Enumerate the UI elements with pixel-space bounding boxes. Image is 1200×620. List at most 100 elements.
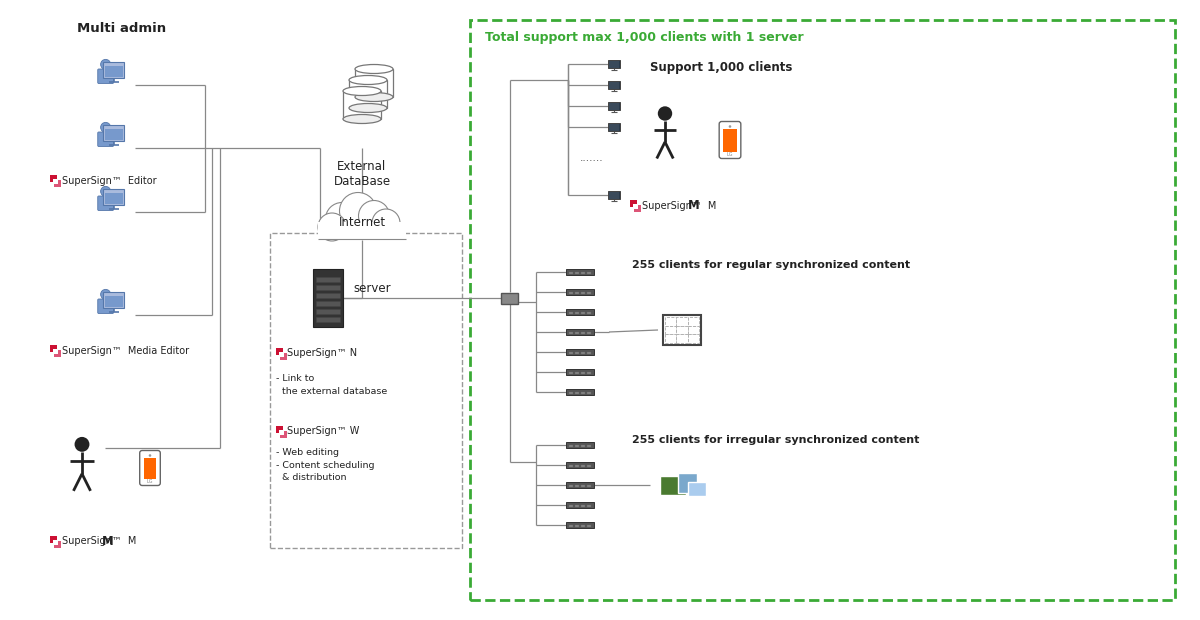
FancyBboxPatch shape bbox=[139, 451, 161, 485]
Bar bbox=[566, 329, 594, 335]
Bar bbox=[103, 125, 125, 141]
Bar bbox=[581, 525, 584, 527]
Bar bbox=[581, 392, 584, 394]
Bar bbox=[660, 476, 686, 495]
Circle shape bbox=[359, 200, 390, 231]
Text: M: M bbox=[688, 199, 700, 212]
Bar bbox=[581, 352, 584, 354]
Bar bbox=[103, 292, 125, 308]
Bar bbox=[608, 81, 619, 89]
Bar bbox=[276, 348, 283, 355]
Bar bbox=[104, 193, 122, 203]
Text: Internet: Internet bbox=[338, 216, 385, 229]
Bar bbox=[355, 69, 394, 97]
FancyBboxPatch shape bbox=[97, 299, 114, 314]
Ellipse shape bbox=[343, 115, 382, 123]
Bar bbox=[566, 389, 594, 396]
FancyBboxPatch shape bbox=[97, 132, 114, 146]
Bar bbox=[575, 292, 578, 294]
Ellipse shape bbox=[349, 76, 386, 84]
Bar bbox=[608, 60, 619, 68]
Circle shape bbox=[149, 454, 151, 457]
Bar bbox=[608, 102, 619, 110]
Bar bbox=[608, 123, 619, 131]
Bar bbox=[316, 317, 340, 322]
Circle shape bbox=[658, 106, 672, 121]
Bar bbox=[569, 272, 572, 274]
Bar bbox=[677, 317, 688, 326]
Bar bbox=[144, 458, 156, 479]
Bar bbox=[688, 334, 700, 343]
Bar bbox=[349, 80, 386, 108]
Bar bbox=[665, 317, 677, 326]
FancyBboxPatch shape bbox=[97, 196, 114, 211]
Bar bbox=[50, 536, 58, 543]
Circle shape bbox=[101, 290, 110, 299]
Bar bbox=[575, 445, 578, 447]
Circle shape bbox=[372, 209, 400, 237]
Bar bbox=[569, 445, 572, 447]
Bar bbox=[587, 392, 590, 394]
Bar bbox=[104, 66, 122, 77]
Bar bbox=[581, 465, 584, 467]
Bar bbox=[575, 465, 578, 467]
Text: SuperSign™ N: SuperSign™ N bbox=[287, 348, 358, 358]
Text: Total support max 1,000 clients with 1 server: Total support max 1,000 clients with 1 s… bbox=[485, 32, 804, 45]
Text: 255 clients for irregular synchronized content: 255 clients for irregular synchronized c… bbox=[632, 435, 919, 445]
Bar bbox=[688, 317, 700, 326]
Bar bbox=[566, 482, 594, 489]
Bar bbox=[566, 348, 594, 355]
Bar bbox=[569, 392, 572, 394]
Bar bbox=[316, 301, 340, 306]
Text: M: M bbox=[102, 535, 114, 548]
Circle shape bbox=[101, 187, 110, 197]
Bar bbox=[610, 192, 619, 198]
Text: LG: LG bbox=[727, 152, 733, 157]
Bar bbox=[316, 277, 340, 282]
Bar bbox=[581, 505, 584, 507]
Bar bbox=[566, 309, 594, 315]
Bar bbox=[587, 272, 590, 274]
Bar bbox=[103, 62, 125, 78]
Bar bbox=[581, 485, 584, 487]
Bar bbox=[470, 20, 1175, 600]
Text: - Web editing
- Content scheduling
  & distribution: - Web editing - Content scheduling & dis… bbox=[276, 448, 374, 482]
Ellipse shape bbox=[343, 87, 382, 95]
Bar bbox=[575, 372, 578, 374]
Bar bbox=[677, 334, 688, 343]
Bar bbox=[280, 352, 284, 356]
Bar bbox=[665, 326, 677, 334]
Text: LG: LG bbox=[146, 479, 154, 484]
Bar bbox=[276, 426, 283, 433]
Bar bbox=[610, 103, 619, 110]
Bar bbox=[575, 392, 578, 394]
Bar bbox=[665, 334, 677, 343]
Bar bbox=[587, 372, 590, 374]
Bar bbox=[54, 350, 61, 357]
Ellipse shape bbox=[349, 104, 386, 112]
Text: 255 clients for regular synchronized content: 255 clients for regular synchronized con… bbox=[632, 260, 910, 270]
Bar bbox=[569, 465, 572, 467]
FancyBboxPatch shape bbox=[97, 69, 114, 84]
Bar bbox=[569, 372, 572, 374]
Text: SuperSign™  Editor: SuperSign™ Editor bbox=[62, 175, 157, 185]
Bar bbox=[54, 180, 61, 187]
Text: External
DataBase: External DataBase bbox=[334, 160, 390, 188]
Circle shape bbox=[318, 213, 346, 241]
Bar bbox=[587, 292, 590, 294]
Bar bbox=[688, 326, 700, 334]
Bar bbox=[581, 372, 584, 374]
Ellipse shape bbox=[355, 92, 394, 102]
Bar bbox=[104, 296, 122, 307]
Bar bbox=[575, 505, 578, 507]
Bar bbox=[575, 485, 578, 487]
Circle shape bbox=[340, 192, 377, 229]
Bar bbox=[575, 332, 578, 334]
Bar bbox=[587, 505, 590, 507]
Bar bbox=[635, 205, 642, 212]
Bar bbox=[566, 369, 594, 375]
Bar bbox=[53, 349, 58, 354]
Circle shape bbox=[101, 60, 110, 69]
Bar bbox=[104, 130, 122, 140]
Text: - Link to
  the external database: - Link to the external database bbox=[276, 374, 388, 396]
